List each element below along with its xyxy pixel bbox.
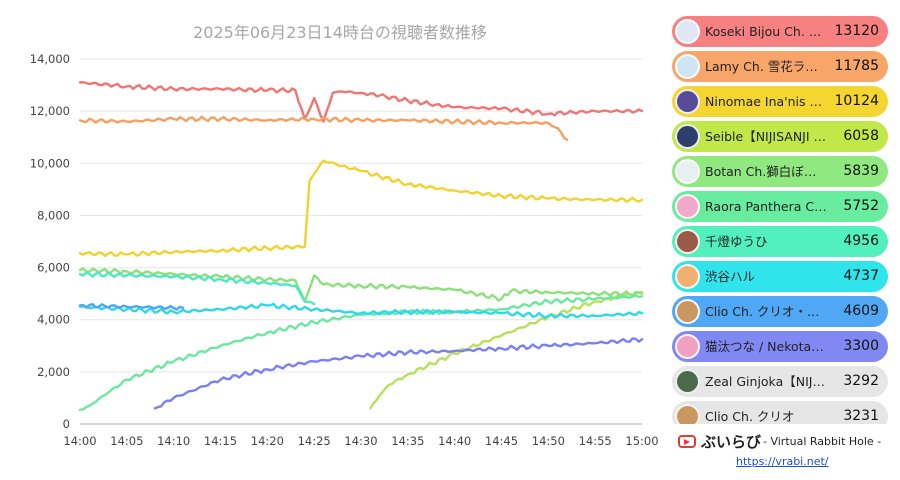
legend-item[interactable]: Koseki Bijou Ch. ホロライブEN 13120 <box>672 16 888 47</box>
legend-item-value: 4956 <box>843 233 879 249</box>
x-tick-label: 14:50 <box>532 434 565 448</box>
legend-item[interactable]: Ninomae Ina'nis Ch. hololive-EN 10124 <box>672 86 888 117</box>
legend-item[interactable]: Raora Panthera Ch. hololive-EN 5752 <box>672 191 888 222</box>
x-tick-label: 14:35 <box>391 434 424 448</box>
y-tick-label: 14,000 <box>30 52 70 66</box>
avatar <box>675 89 700 114</box>
series-layer <box>78 80 644 411</box>
legend-item-name: 渋谷ハル <box>705 269 756 284</box>
grid-layer <box>80 58 642 425</box>
x-tick-label: 14:55 <box>579 434 612 448</box>
series-line-2 <box>78 115 569 141</box>
y-tick-label: 8,000 <box>37 208 70 222</box>
series-line-8 <box>78 302 644 319</box>
legend-item-name: Clio Ch. クリオ・ホロライブ <box>705 304 827 319</box>
line-chart: 2025年06月23日14時台の視聴者数推移 0 2,000 4,000 6,000 8… <box>30 23 659 448</box>
legend-item-value: 5839 <box>843 163 879 179</box>
legend-item-name: Lamy Ch. 雪花ラミィ <box>705 59 827 74</box>
x-tick-label: 14:20 <box>251 434 284 448</box>
series-line-4 <box>369 291 644 410</box>
brand-name: ぶいらび <box>701 433 762 451</box>
legend-item-name: Botan Ch.獅白ぼたん <box>705 164 827 179</box>
legend: Koseki Bijou Ch. ホロライブEN 13120 Lamy Ch. 雪花… <box>672 16 888 424</box>
x-tick-label: 14:25 <box>298 434 331 448</box>
legend-item[interactable]: 渋谷ハル 4737 <box>672 261 888 292</box>
brand-subtitle: - Virtual Rabbit Hole - <box>763 435 882 448</box>
avatar <box>675 404 700 424</box>
y-tick-label: 10,000 <box>30 156 70 170</box>
legend-item-value: 4609 <box>843 303 879 319</box>
legend-item-name: Zeal Ginjoka【NIJISANJI EN】 <box>705 374 827 389</box>
series-line-10 <box>153 337 644 410</box>
legend-item[interactable]: Botan Ch.獅白ぼたん 5839 <box>672 156 888 187</box>
legend-item-value: 3300 <box>843 338 879 354</box>
legend-item-value: 4737 <box>843 268 879 284</box>
x-tick-label: 14:00 <box>63 434 96 448</box>
series-line-1 <box>78 80 644 123</box>
x-tick-label: 14:45 <box>485 434 518 448</box>
legend-item[interactable]: 千燈ゆうひ 4956 <box>672 226 888 257</box>
x-tick-label: 15:00 <box>625 434 658 448</box>
x-tick-label: 14:05 <box>110 434 143 448</box>
avatar <box>675 124 700 149</box>
brand-url-link[interactable]: https://vrabi.net/ <box>736 455 829 468</box>
series-line-7 <box>78 271 316 306</box>
legend-item-name: Raora Panthera Ch. hololive-EN <box>705 199 827 214</box>
avatar <box>675 229 700 254</box>
avatar <box>675 264 700 289</box>
legend-item-name: Koseki Bijou Ch. ホロライブEN <box>705 24 827 39</box>
avatar <box>675 54 700 79</box>
legend-item[interactable]: 猫汰つな / Nekota Tsuna 3300 <box>672 331 888 362</box>
y-tick-label: 2,000 <box>37 365 70 379</box>
x-tick-label: 14:15 <box>204 434 237 448</box>
y-tick-label: 6,000 <box>37 261 70 275</box>
legend-item[interactable]: Clio Ch. クリオ 3231 <box>672 401 888 424</box>
chart-title: 2025年06月23日14時台の視聴者数推移 <box>193 23 487 42</box>
avatar <box>675 369 700 394</box>
youtube-icon <box>678 435 696 448</box>
legend-item[interactable]: Clio Ch. クリオ・ホロライブ 4609 <box>672 296 888 327</box>
series-line-3 <box>78 159 644 258</box>
x-tick-label: 14:30 <box>344 434 377 448</box>
avatar <box>675 194 700 219</box>
legend-item-value: 13120 <box>834 23 879 39</box>
y-tick-label: 4,000 <box>37 313 70 327</box>
axis-layer: 0 2,000 4,000 6,000 8,000 10,000 12,000 14,000 1… <box>30 52 659 448</box>
legend-item-value: 3231 <box>843 408 879 424</box>
legend-item[interactable]: Lamy Ch. 雪花ラミィ 11785 <box>672 51 888 82</box>
avatar <box>675 299 700 324</box>
legend-item-name: 千燈ゆうひ <box>705 234 768 249</box>
legend-item-name: Seible【NIJISANJI EN】 <box>705 129 827 144</box>
y-tick-label: 12,000 <box>30 104 70 118</box>
legend-item[interactable]: Seible【NIJISANJI EN】 6058 <box>672 121 888 152</box>
avatar <box>675 19 700 44</box>
legend-item-name: 猫汰つな / Nekota Tsuna <box>705 339 827 354</box>
legend-item-value: 3292 <box>843 373 879 389</box>
x-tick-label: 14:10 <box>157 434 190 448</box>
x-tick-label: 14:40 <box>438 434 471 448</box>
avatar <box>675 334 700 359</box>
legend-item-name: Ninomae Ina'nis Ch. hololive-EN <box>705 94 827 109</box>
legend-item-value: 11785 <box>834 58 879 74</box>
series-line-5 <box>78 267 644 303</box>
y-tick-label: 0 <box>63 417 70 431</box>
legend-item-value: 6058 <box>843 128 879 144</box>
legend-item[interactable]: Zeal Ginjoka【NIJISANJI EN】 3292 <box>672 366 888 397</box>
series-line-6 <box>78 294 644 411</box>
series-line-9 <box>78 302 185 311</box>
legend-item-name: Clio Ch. クリオ <box>705 409 795 424</box>
footer-brand[interactable]: ぶいらび - Virtual Rabbit Hole - https://vra… <box>676 431 892 475</box>
legend-item-value: 10124 <box>834 93 879 109</box>
legend-item-value: 5752 <box>843 198 879 214</box>
avatar <box>675 159 700 184</box>
